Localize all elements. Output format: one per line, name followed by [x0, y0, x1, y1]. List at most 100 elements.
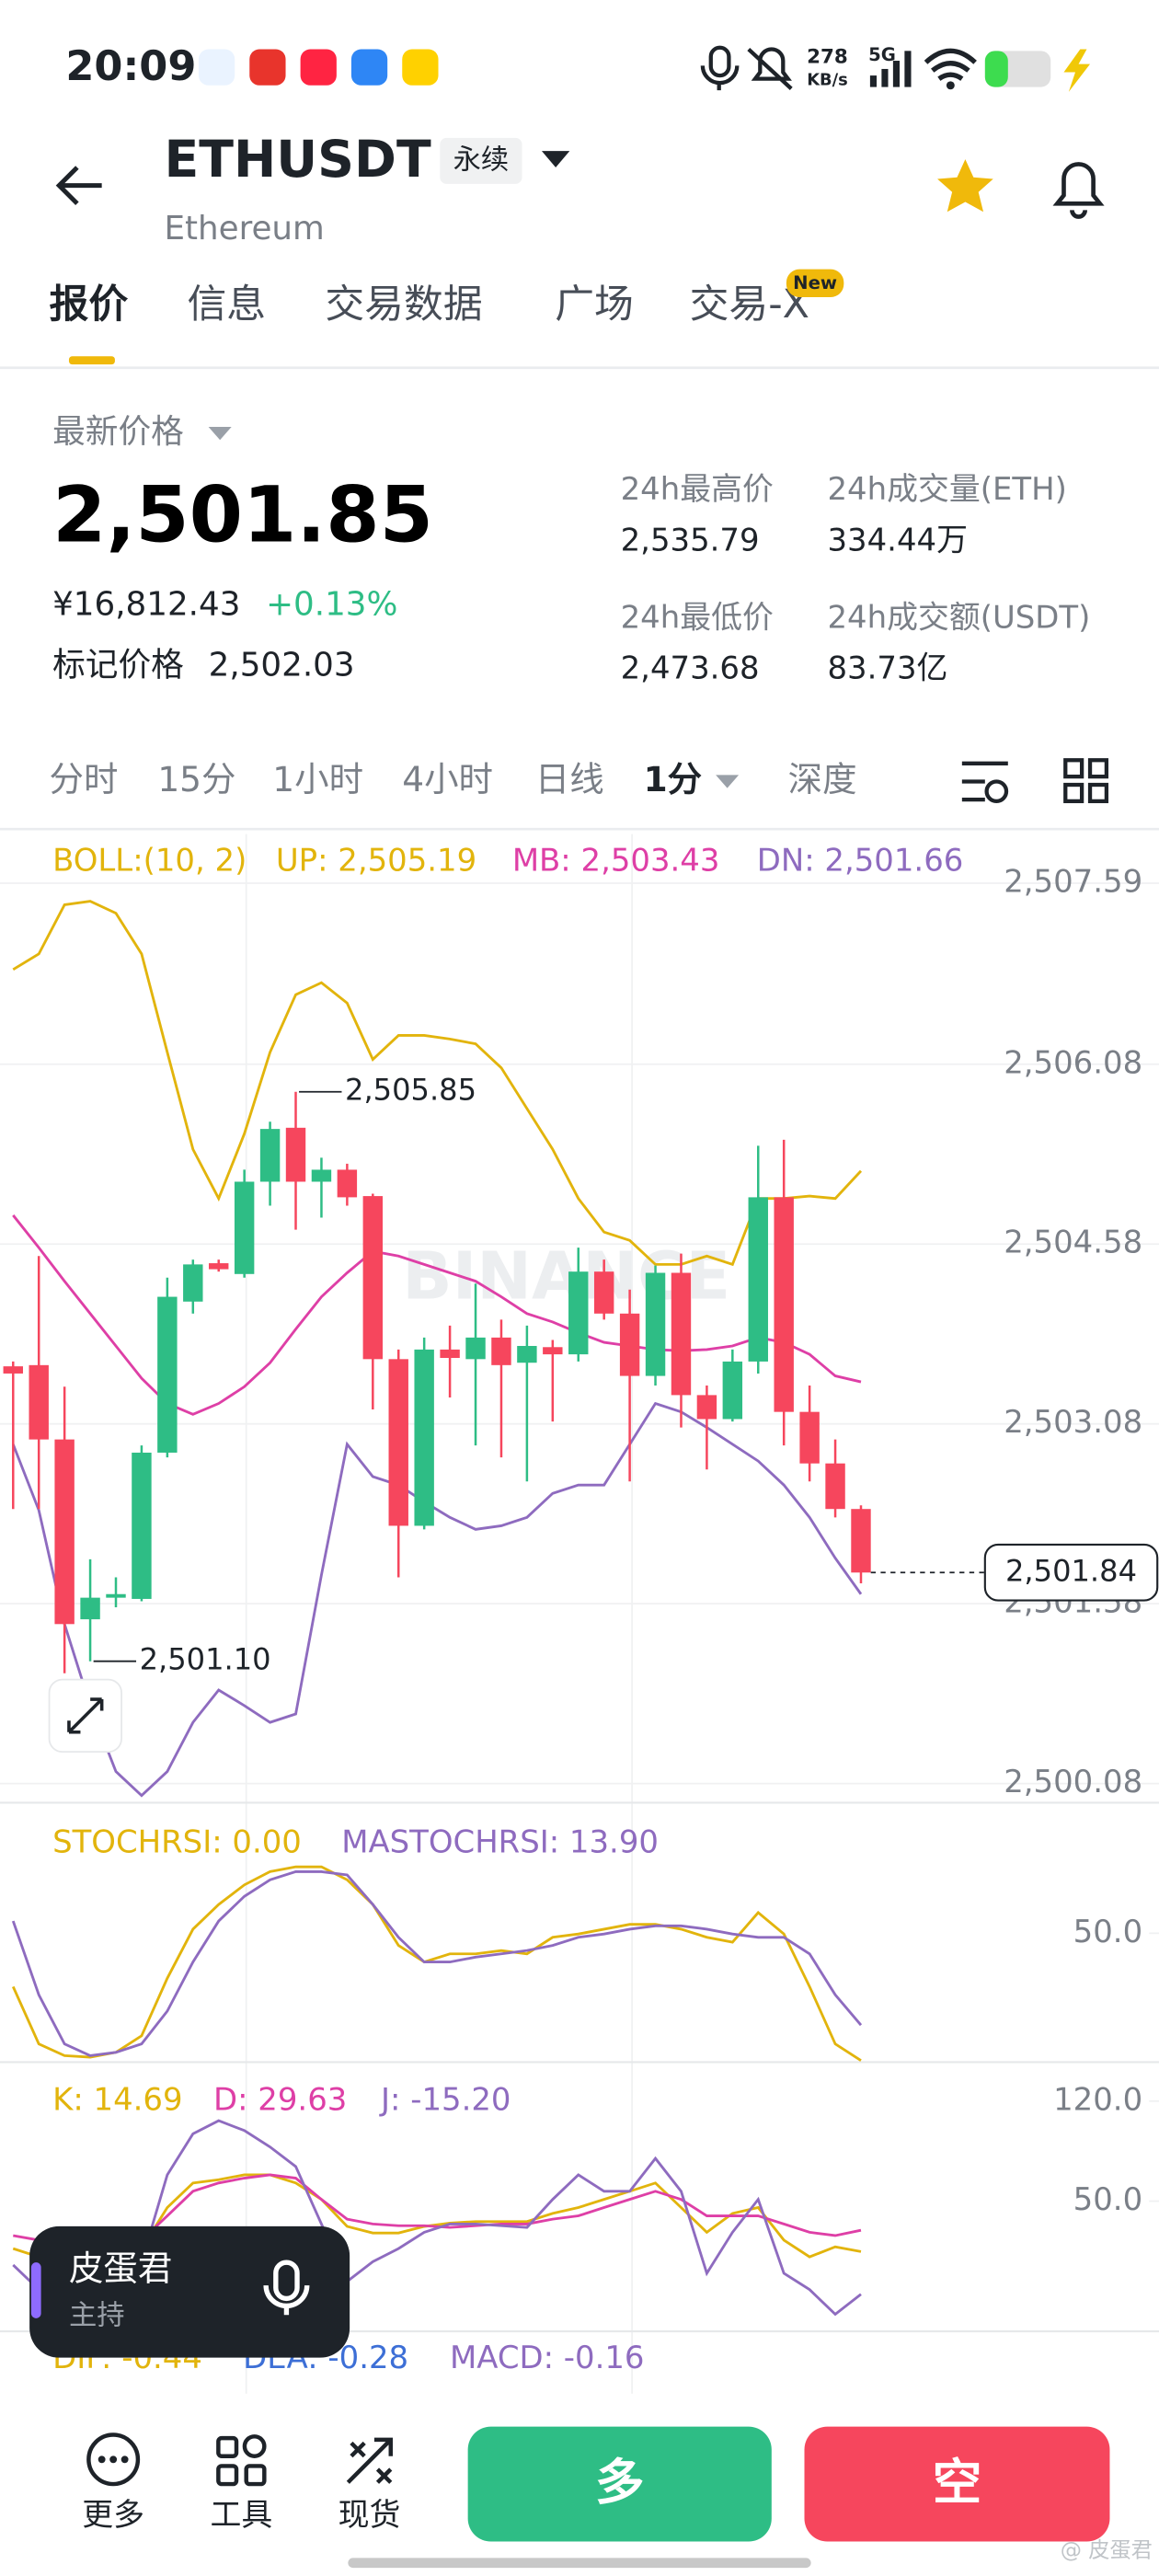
- tab[interactable]: 信息: [187, 282, 266, 328]
- tab[interactable]: 交易数据: [325, 282, 482, 328]
- app-icon: [198, 49, 235, 86]
- icon-lines: [961, 761, 1008, 802]
- more-icon-dots: [98, 2455, 129, 2464]
- back-button[interactable]: [55, 166, 102, 206]
- candle-body: [311, 1169, 332, 1182]
- layout-icon[interactable]: [1063, 758, 1109, 804]
- stat-value: 2,535.79: [621, 522, 760, 558]
- candle-body: [209, 1263, 229, 1270]
- tools-icon[interactable]: [216, 2434, 267, 2487]
- current-price-label: 2,501.84: [1005, 1553, 1137, 1588]
- more-icon[interactable]: [86, 2432, 141, 2487]
- net-speed: 278: [807, 45, 848, 68]
- indicator-line: [12, 1214, 862, 1416]
- price-dropdown[interactable]: [208, 426, 232, 441]
- extreme-label: 2,505.85: [345, 1073, 476, 1108]
- short-button-label: 空: [933, 2453, 982, 2511]
- last-price: 2,501.85: [52, 470, 433, 560]
- stat-value: 2,473.68: [621, 650, 760, 686]
- icon-cell: [1087, 758, 1109, 779]
- status-time: 20:09: [65, 42, 196, 90]
- mark-price-label: 标记价格: [52, 647, 184, 684]
- signal-bar: [892, 61, 901, 87]
- icon-cell: [216, 2464, 239, 2487]
- interval[interactable]: 深度: [788, 759, 857, 799]
- favorite-star[interactable]: [937, 159, 993, 213]
- indicator-line: [11, 1865, 862, 2062]
- candle-body: [337, 1169, 358, 1198]
- stat-label: 24h成交额(USDT): [827, 599, 1090, 635]
- candle-body: [851, 1509, 871, 1573]
- candle-body: [106, 1593, 126, 1598]
- interval[interactable]: 1小时: [272, 759, 363, 799]
- price-label[interactable]: 最新价格: [52, 413, 184, 451]
- status-right-icons: [700, 45, 793, 91]
- indicator-line: [11, 1401, 863, 1798]
- candle-body: [157, 1296, 178, 1453]
- candle-body: [259, 1129, 281, 1182]
- candle-body: [491, 1337, 511, 1365]
- network-type: 5G: [868, 44, 896, 65]
- legend-entry: D: 29.63: [213, 2082, 347, 2118]
- stat-label: 24h最高价: [621, 471, 774, 507]
- legend-entry: K: 14.69: [52, 2082, 182, 2118]
- chart-area: 2,507.592,506.082,504.582,503.082,501.58…: [0, 834, 1159, 2394]
- interval-dropdown[interactable]: [716, 775, 740, 788]
- candle-body: [440, 1349, 460, 1359]
- mark-price: 2,502.03: [209, 647, 355, 684]
- indicator-line: [12, 900, 863, 1267]
- signal-bar: [904, 51, 912, 87]
- y-tick-label: 2,507.59: [1004, 863, 1142, 899]
- legend-title: BOLL:(10, 2): [52, 842, 247, 878]
- host-role: 主持: [69, 2300, 125, 2332]
- icon-cell: [244, 2464, 267, 2487]
- nav-label[interactable]: 现货: [339, 2497, 401, 2533]
- net-unit: KB/s: [807, 70, 848, 89]
- long-button[interactable]: [467, 2426, 772, 2542]
- candle-body: [619, 1313, 640, 1376]
- candle-body: [362, 1196, 384, 1360]
- icon-gear: [984, 779, 1009, 804]
- mic-icon: [708, 45, 731, 78]
- tab[interactable]: 报价: [50, 282, 129, 328]
- contract-type: 永续: [453, 144, 510, 176]
- dot: [98, 2455, 106, 2464]
- interval[interactable]: 分时: [50, 759, 119, 799]
- app-icon: [350, 49, 388, 86]
- legend-entry: MASTOCHRSI: 13.90: [341, 1824, 659, 1860]
- indicator-settings-icon[interactable]: [961, 761, 1009, 804]
- nav-label[interactable]: 工具: [210, 2497, 272, 2533]
- candle-body: [696, 1395, 717, 1420]
- host-name: 皮蛋君: [69, 2248, 172, 2289]
- contract-badge: [440, 137, 522, 184]
- y-tick-label: 2,503.08: [1004, 1404, 1142, 1440]
- legend-entry: UP: 2,505.19: [276, 842, 476, 878]
- interval[interactable]: 日线: [535, 759, 604, 799]
- mute-icon: [747, 47, 793, 90]
- app-icon: [300, 49, 337, 86]
- nav-label[interactable]: 更多: [82, 2497, 144, 2533]
- short-button[interactable]: [804, 2426, 1110, 2542]
- symbol-dropdown[interactable]: [541, 151, 570, 168]
- spot-icon[interactable]: [346, 2437, 393, 2484]
- y-tick-label: 2,500.08: [1004, 1764, 1142, 1800]
- host-widget[interactable]: [29, 2225, 350, 2358]
- new-badge: [786, 269, 844, 298]
- host-mic-icon: [273, 2260, 300, 2302]
- candle-body: [465, 1337, 486, 1360]
- interval-active[interactable]: 1分: [644, 759, 703, 799]
- candle-body: [593, 1271, 614, 1314]
- price-change: +0.13%: [266, 586, 397, 624]
- legend-entry: J: -15.20: [379, 2082, 511, 2118]
- tab[interactable]: 广场: [555, 282, 634, 328]
- active-tab-indicator: [68, 356, 115, 365]
- candle-body: [671, 1272, 692, 1396]
- new-badge-text: New: [793, 272, 837, 293]
- y-tick-label: 50.0: [1073, 1914, 1142, 1949]
- interval[interactable]: 4小时: [402, 759, 493, 799]
- y-tick-label: 2,506.08: [1004, 1044, 1142, 1080]
- host-accent: [30, 2262, 41, 2318]
- alert-bell[interactable]: [1052, 162, 1105, 219]
- long-button-label: 多: [595, 2453, 645, 2511]
- interval[interactable]: 15分: [157, 759, 235, 799]
